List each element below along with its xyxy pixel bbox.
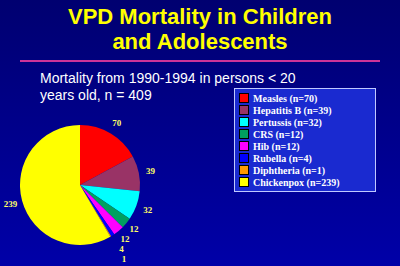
- svg-text:4: 4: [119, 244, 124, 254]
- svg-text:12: 12: [130, 224, 140, 234]
- html-text:Diphtheria (n=1): Diphtheria (n=1): [253, 164, 326, 176]
- html-text:Mortality from 1990-1994 in pe: Mortality from 1990-1994 in persons < 20…: [40, 70, 296, 103]
- html-text:Hepatitis B (n=39): Hepatitis B (n=39): [253, 104, 332, 116]
- html-text:CRS (n=12): CRS (n=12): [253, 128, 304, 140]
- svg-text:239: 239: [8, 199, 18, 209]
- html-text:Pertussis (n=32): Pertussis (n=32): [253, 116, 322, 128]
- html-text:VPD Mortality in Children and: VPD Mortality in Children and Adolescent…: [68, 4, 332, 54]
- html-text:Rubella (n=4): Rubella (n=4): [253, 152, 312, 164]
- svg-text:12: 12: [121, 234, 131, 244]
- html-text:Hib (n=12): Hib (n=12): [253, 140, 300, 152]
- svg-text:39: 39: [146, 166, 156, 176]
- svg-text:1: 1: [122, 254, 127, 264]
- html-text:Measles (n=70): Measles (n=70): [253, 92, 318, 104]
- svg-text:70: 70: [112, 118, 122, 128]
- svg-text:32: 32: [143, 205, 153, 215]
- html-text:Chickenpox (n=239): Chickenpox (n=239): [253, 176, 340, 188]
